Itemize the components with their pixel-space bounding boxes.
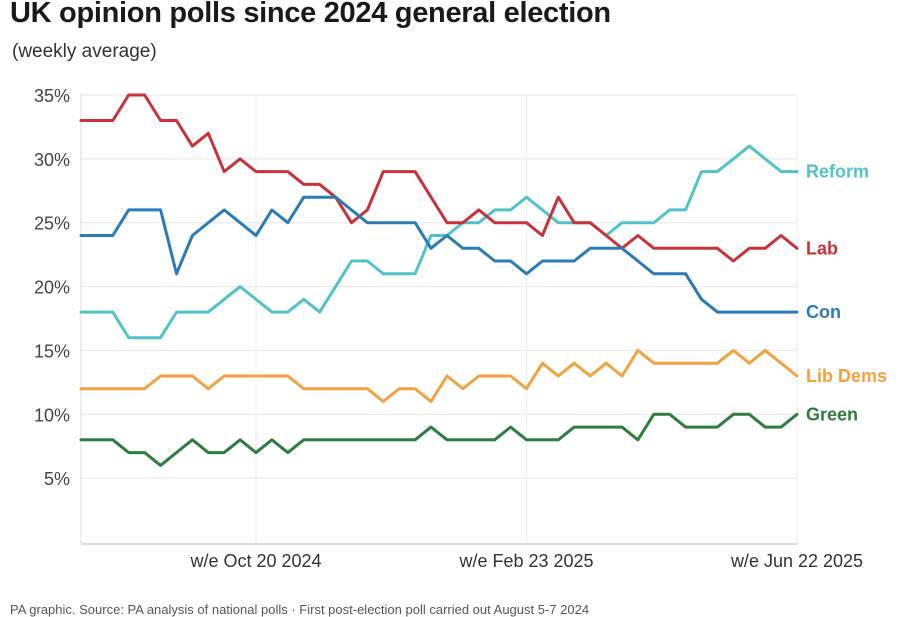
- series-lines: [79, 93, 799, 467]
- chart-subtitle: (weekly average): [12, 41, 157, 62]
- series-label-lab: Lab: [806, 238, 838, 258]
- series-label-lib-dems: Lib Dems: [806, 366, 887, 386]
- axes: 5% 10% 15% 20% 25% 30% 35% w/e Oct 20 2024 w/e F…: [34, 86, 863, 571]
- series-label-con: Con: [806, 302, 841, 322]
- gridlines: [81, 94, 798, 544]
- series-line-reform: [79, 144, 799, 340]
- y-tick-label: 15%: [34, 341, 70, 361]
- series-label-reform: Reform: [806, 162, 869, 182]
- series-label-green: Green: [806, 404, 858, 424]
- series-line-green: [79, 412, 799, 467]
- source-note: PA graphic. Source: PA analysis of natio…: [10, 602, 590, 617]
- y-tick-label: 5%: [44, 469, 70, 489]
- x-tick-label: w/e Feb 23 2025: [458, 551, 593, 571]
- series-labels: Reform Lab Con Lib Dems Green: [806, 162, 887, 425]
- y-tick-label: 25%: [34, 214, 70, 234]
- chart-title: UK opinion polls since 2024 general elec…: [10, 0, 611, 29]
- series-line-lib-dems: [79, 348, 799, 403]
- y-tick-label: 20%: [34, 278, 70, 298]
- series-line-con: [79, 195, 799, 314]
- y-tick-label: 10%: [34, 405, 70, 425]
- y-tick-label: 30%: [34, 150, 70, 170]
- x-tick-label: w/e Oct 20 2024: [189, 551, 321, 571]
- y-tick-label: 35%: [34, 86, 70, 106]
- x-tick-label: w/e Jun 22 2025: [730, 551, 863, 571]
- series-line-lab: [79, 93, 799, 263]
